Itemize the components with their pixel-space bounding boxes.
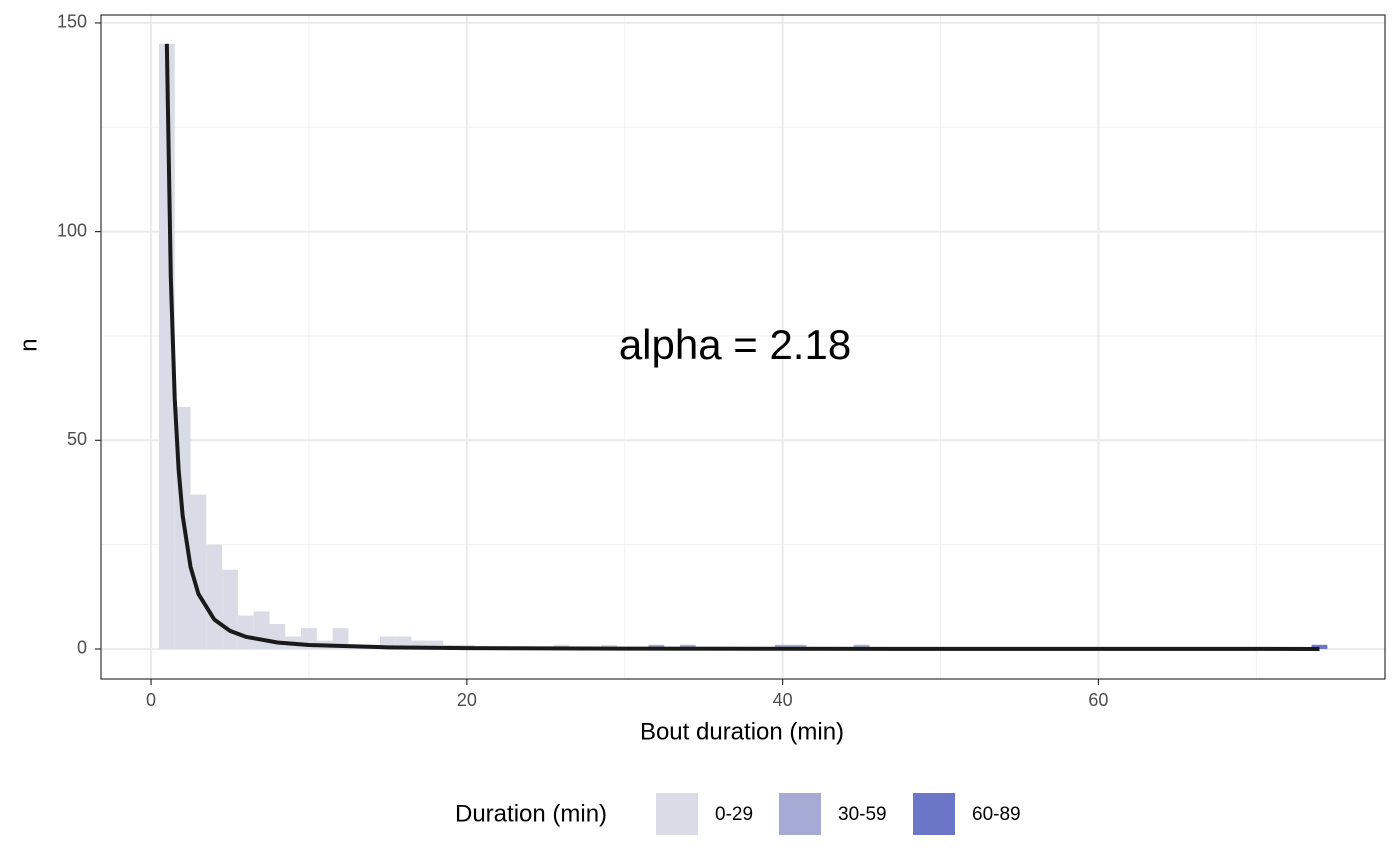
bar (237, 615, 254, 649)
legend-label: 60-89 (972, 804, 1021, 825)
fit-curve (164, 43, 1320, 651)
y-tick-label: 50 (67, 429, 87, 449)
legend-key (913, 793, 955, 835)
y-tick-label: 0 (77, 638, 87, 658)
annotation: alpha = 2.18 (619, 321, 851, 368)
x-tick-label: 60 (1088, 690, 1108, 710)
x-axis-title: Bout duration (min) (640, 718, 844, 745)
bar (222, 569, 238, 649)
bar (253, 611, 270, 649)
bar (427, 640, 444, 649)
legend-key (656, 793, 698, 835)
legend-title: Duration (min) (455, 800, 607, 827)
bar (332, 628, 349, 649)
legend-key (779, 793, 821, 835)
x-tick-label: 40 (773, 690, 793, 710)
y-tick-label: 150 (57, 12, 87, 32)
legend-label: 30-59 (838, 804, 887, 825)
bar (411, 640, 428, 649)
panel-background (101, 15, 1385, 679)
x-tick-label: 20 (457, 690, 477, 710)
legend-label: 0-29 (715, 804, 753, 825)
bar (269, 623, 286, 649)
y-tick-label: 100 (57, 220, 87, 240)
bar (206, 544, 223, 649)
bar (190, 494, 207, 649)
panel-border (100, 14, 1386, 680)
y-axis-title: n (15, 338, 42, 351)
bar (1311, 644, 1328, 649)
x-tick-label: 0 (146, 690, 156, 710)
